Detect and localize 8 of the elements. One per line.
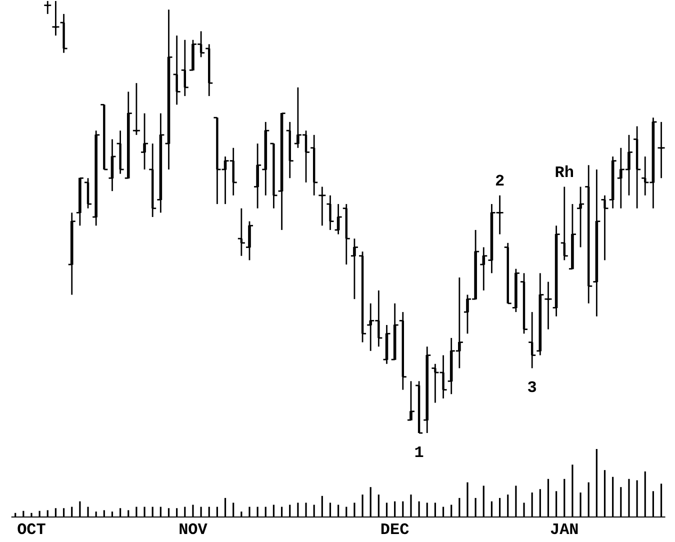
x-tick-label: OCT: [17, 521, 46, 539]
annotation: Rh: [554, 164, 574, 182]
x-tick-label: DEC: [380, 521, 410, 539]
annotation: 1: [414, 444, 424, 462]
x-tick-label: NOV: [178, 521, 208, 539]
annotation: 3: [527, 379, 537, 398]
annotation: 2: [494, 172, 505, 190]
x-tick-label: JAN: [550, 521, 579, 539]
